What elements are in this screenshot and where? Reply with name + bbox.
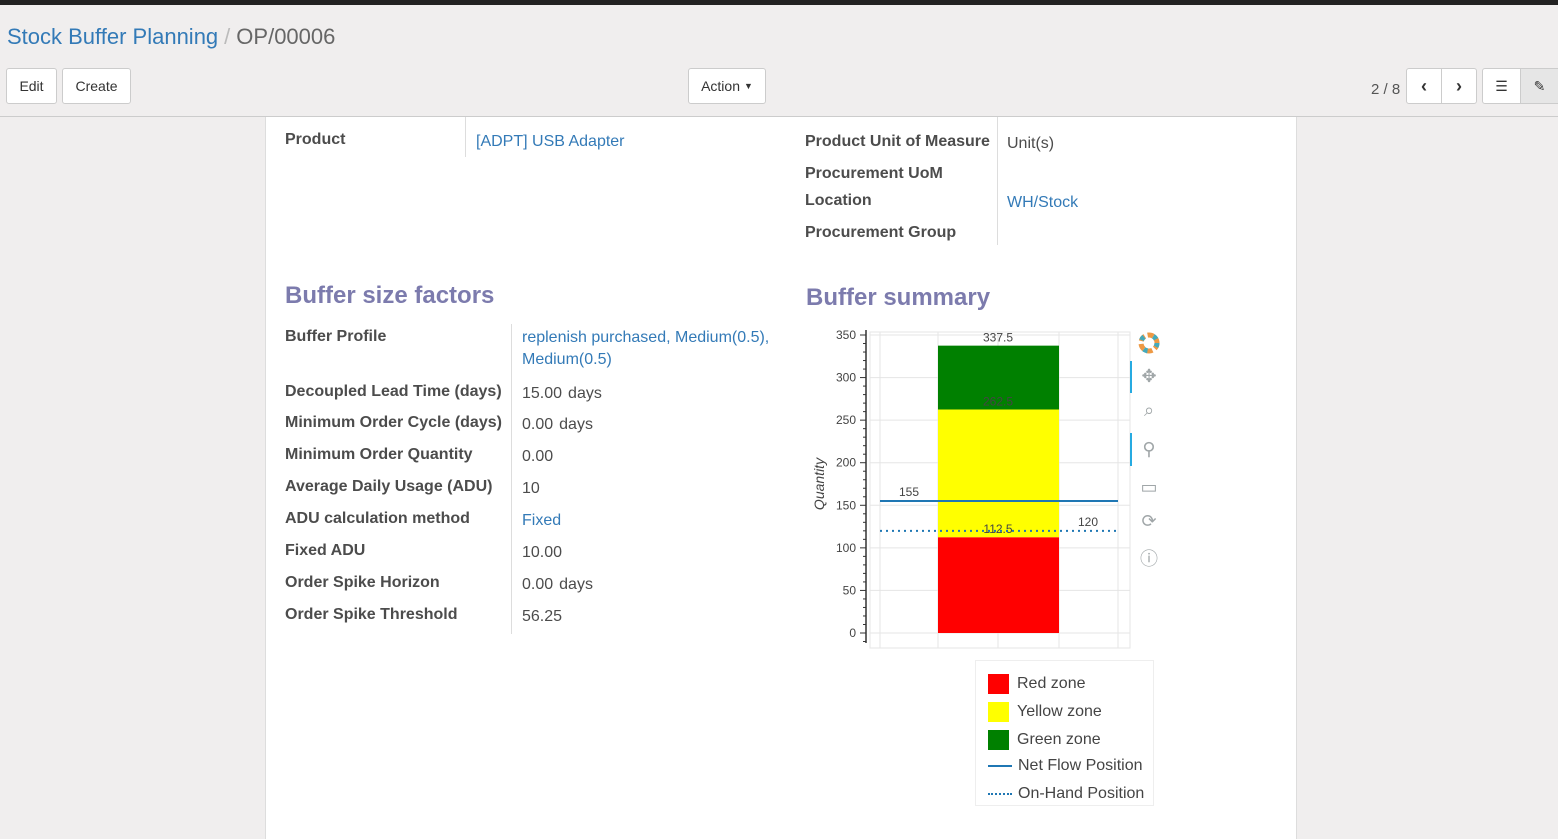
- y-tick-label: 0: [849, 626, 856, 640]
- edit-button[interactable]: Edit: [6, 68, 57, 104]
- legend-item-on-hand: On-Hand Position: [988, 785, 1144, 803]
- breadcrumb: Stock Buffer Planning / OP/00006: [7, 24, 336, 49]
- box-zoom-icon[interactable]: ⌕: [1143, 400, 1155, 420]
- factor-unit: days: [559, 576, 593, 593]
- dotted-line-swatch: [988, 793, 1012, 795]
- factor-value: 10: [522, 480, 540, 498]
- product-label: Product: [285, 131, 346, 148]
- uom-value: Unit(s): [1007, 135, 1055, 152]
- factor-value-text: Fixed: [522, 512, 562, 529]
- y-tick-label: 250: [836, 413, 856, 427]
- next-record-button[interactable]: ›: [1441, 68, 1477, 104]
- factor-unit: days: [568, 385, 602, 402]
- bar-label: 112.5: [983, 522, 1012, 536]
- pan-icon[interactable]: ✥: [1141, 366, 1157, 386]
- yellow-swatch: [988, 702, 1009, 722]
- bar-green-zone: [938, 345, 1059, 410]
- control-panel: Stock Buffer Planning / OP/00006 Edit Crea…: [0, 5, 1558, 117]
- caret-down-icon: ▼: [744, 81, 753, 91]
- y-tick-label: 350: [836, 328, 856, 342]
- list-view-button[interactable]: ☰: [1482, 68, 1521, 104]
- action-dropdown[interactable]: Action ▼: [688, 68, 766, 104]
- create-button[interactable]: Create: [62, 68, 131, 104]
- wheel-zoom-icon[interactable]: ⚲: [1142, 439, 1156, 459]
- list-icon: ☰: [1495, 77, 1508, 94]
- factor-value: 15.00 days: [522, 385, 602, 403]
- factor-value-text: 10: [522, 480, 540, 497]
- y-tick-label: 150: [836, 498, 856, 512]
- line-label: 120: [1078, 515, 1098, 529]
- form-view-button[interactable]: ✎: [1520, 68, 1558, 104]
- help-icon[interactable]: ⓘ: [1140, 549, 1158, 569]
- reset-icon[interactable]: ⟳: [1141, 511, 1157, 531]
- bar-label: 337.5: [983, 331, 1013, 345]
- factor-value: 0.00: [522, 448, 553, 466]
- save-icon[interactable]: ▭: [1140, 477, 1158, 497]
- legend-item-net-flow: Net Flow Position: [988, 757, 1143, 775]
- factor-label: Buffer Profile: [285, 328, 387, 345]
- factor-label: ADU calculation method: [285, 510, 470, 527]
- pager-value: 2 / 8: [1371, 81, 1401, 98]
- factor-value: 0.00 days: [522, 576, 593, 594]
- factor-value[interactable]: replenish purchased, Medium(0.5), Medium…: [522, 327, 772, 371]
- factor-value: 0.00 days: [522, 416, 593, 434]
- y-tick-label: 100: [836, 541, 856, 555]
- product-value[interactable]: [ADPT] USB Adapter: [476, 133, 625, 150]
- breadcrumb-current: OP/00006: [236, 24, 336, 49]
- previous-record-button[interactable]: ‹: [1406, 68, 1442, 104]
- bokeh-logo-icon[interactable]: [1138, 332, 1160, 354]
- factor-value[interactable]: Fixed: [522, 512, 561, 530]
- factor-value: 10.00: [522, 544, 562, 562]
- factor-label: Order Spike Horizon: [285, 574, 440, 591]
- procurement-uom-label: Procurement UoM: [805, 165, 943, 182]
- bar-red-zone: [938, 537, 1059, 633]
- red-swatch: [988, 674, 1009, 694]
- chart-legend: Red zone Yellow zone Green zone Net Flow…: [975, 660, 1154, 806]
- y-tick-label: 50: [843, 583, 857, 597]
- y-tick-label: 300: [836, 371, 856, 385]
- factor-label: Fixed ADU: [285, 542, 366, 559]
- legend-item-red: Red zone: [988, 674, 1086, 694]
- factor-value-text: 56.25: [522, 608, 563, 625]
- factor-value: 56.25: [522, 608, 562, 626]
- factor-label: Order Spike Threshold: [285, 606, 458, 623]
- factor-label: Decoupled Lead Time (days): [285, 383, 502, 400]
- solid-line-swatch: [988, 765, 1012, 767]
- procurement-group-label: Procurement Group: [805, 224, 957, 241]
- bar-label: 262.5: [983, 395, 1013, 409]
- location-label: Location: [805, 192, 872, 209]
- green-swatch: [988, 730, 1009, 750]
- y-tick-label: 200: [836, 456, 856, 470]
- legend-item-green: Green zone: [988, 730, 1101, 750]
- buffer-size-factors-title: Buffer size factors: [285, 282, 495, 309]
- bar-yellow-zone: [938, 409, 1059, 538]
- factor-label: Minimum Order Cycle (days): [285, 414, 502, 431]
- factor-value-text: 0.00: [522, 416, 554, 433]
- factor-value-text: 15.00: [522, 385, 563, 402]
- buffer-summary-title: Buffer summary: [806, 284, 991, 311]
- breadcrumb-parent[interactable]: Stock Buffer Planning: [7, 24, 219, 49]
- location-value[interactable]: WH/Stock: [1007, 194, 1079, 211]
- factor-label: Minimum Order Quantity: [285, 446, 473, 463]
- factor-value-text: 10.00: [522, 544, 563, 561]
- legend-item-yellow: Yellow zone: [988, 702, 1102, 722]
- uom-label: Product Unit of Measure: [805, 133, 990, 150]
- buffer-chart: 0 50 100 150 200 250 300 350 Quantity 112.5 262.5 3…: [811, 328, 1131, 649]
- y-axis-label: Quantity: [811, 457, 827, 510]
- factor-label: Average Daily Usage (ADU): [285, 478, 493, 495]
- line-label: 155: [899, 485, 919, 499]
- factor-value-text: 0.00: [522, 448, 554, 465]
- factor-unit: days: [559, 416, 593, 433]
- factor-value-text: replenish purchased, Medium(0.5), Medium…: [522, 329, 770, 368]
- factor-value-text: 0.00: [522, 576, 554, 593]
- edit-form-icon: ✎: [1533, 77, 1546, 94]
- plot-frame: [869, 331, 1131, 649]
- top-bar: [0, 0, 1558, 5]
- action-label: Action: [701, 78, 740, 94]
